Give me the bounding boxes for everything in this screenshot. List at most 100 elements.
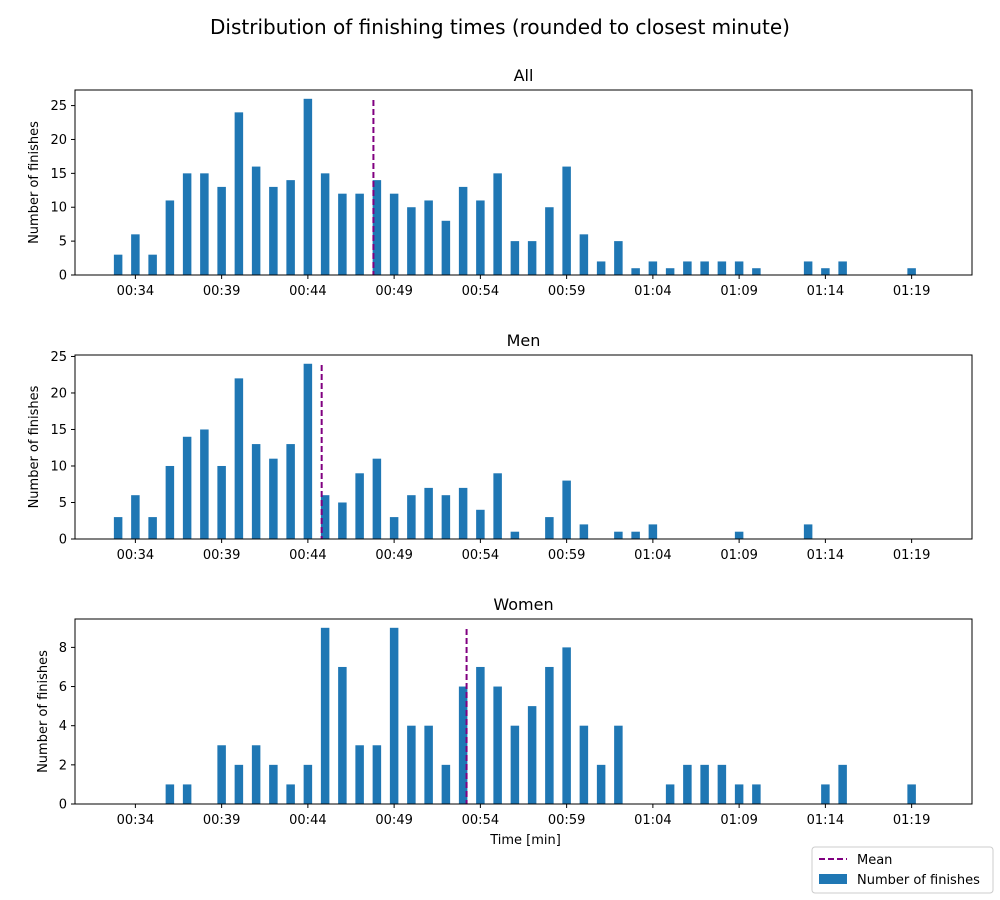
x-tick-label: 00:59: [548, 548, 585, 563]
x-tick-label: 01:19: [893, 548, 930, 563]
bar: [389, 517, 399, 539]
bar: [269, 186, 278, 275]
bar: [579, 524, 589, 539]
bar: [907, 784, 916, 804]
bar: [217, 186, 226, 275]
x-tick-label: 01:04: [634, 284, 671, 299]
bar: [510, 241, 520, 275]
bar: [407, 725, 416, 804]
y-tick-label: 15: [50, 423, 67, 438]
x-tick-label: 01:09: [720, 548, 757, 563]
bar: [562, 480, 571, 539]
bar: [251, 745, 261, 804]
legend-mean-label: Mean: [857, 853, 892, 868]
x-tick-label: 00:44: [289, 813, 326, 828]
x-tick-label: 00:54: [462, 813, 499, 828]
bar: [614, 531, 623, 539]
bar: [752, 784, 761, 804]
legend: Mean Number of finishes: [811, 846, 994, 894]
bar: [320, 627, 330, 804]
x-tick-label: 01:04: [634, 813, 671, 828]
bar: [631, 531, 640, 539]
bar: [631, 268, 640, 275]
y-tick-label: 5: [59, 235, 67, 250]
bar: [510, 725, 520, 804]
x-tick-label: 01:14: [807, 284, 844, 299]
x-tick-label: 00:49: [375, 813, 412, 828]
bar: [907, 268, 916, 275]
x-tick-label: 00:39: [203, 548, 240, 563]
bar: [458, 487, 468, 539]
bar: [683, 764, 692, 804]
bar: [562, 166, 571, 275]
y-axis-label: Number of finishes: [36, 650, 51, 773]
bar: [545, 517, 554, 539]
bar: [700, 764, 709, 804]
bar: [545, 666, 554, 804]
bar: [717, 764, 727, 804]
x-tick-label: 01:14: [807, 548, 844, 563]
x-axis-label: Time [min]: [489, 833, 561, 848]
bar: [131, 234, 140, 275]
x-tick-label: 01:19: [893, 813, 930, 828]
y-tick-label: 10: [50, 201, 67, 216]
y-tick-label: 25: [50, 99, 67, 114]
bar: [734, 261, 744, 275]
axes-frame: [74, 618, 973, 805]
bar: [803, 524, 813, 539]
bar: [424, 487, 433, 539]
bar: [303, 98, 313, 275]
bar: [131, 495, 140, 539]
bar: [389, 193, 399, 275]
bar: [734, 531, 744, 539]
x-tick-label: 00:39: [203, 284, 240, 299]
x-tick-label: 00:54: [462, 284, 499, 299]
x-tick-label: 01:19: [893, 284, 930, 299]
panel-title: Men: [507, 331, 541, 350]
y-tick-label: 0: [59, 269, 67, 284]
axes-frame: [74, 354, 973, 540]
y-tick-label: 2: [59, 758, 67, 773]
bar: [596, 261, 606, 275]
bar: [113, 517, 123, 539]
y-axis-label: Number of finishes: [27, 385, 42, 508]
bar: [251, 166, 261, 275]
bar: [458, 686, 468, 804]
bar: [407, 207, 416, 275]
bar: [355, 193, 364, 275]
x-tick-label: 00:54: [462, 548, 499, 563]
bar: [338, 666, 347, 804]
bar: [562, 647, 571, 804]
bar: [234, 764, 244, 804]
y-tick-label: 5: [59, 496, 67, 511]
bar: [579, 234, 589, 275]
bar: [700, 261, 709, 275]
bar: [113, 254, 123, 275]
x-tick-label: 01:09: [720, 284, 757, 299]
bar: [372, 458, 382, 539]
x-tick-label: 00:49: [375, 548, 412, 563]
y-tick-label: 6: [59, 680, 67, 695]
bar: [303, 764, 313, 804]
bar: [182, 784, 192, 804]
y-tick-label: 20: [50, 386, 67, 401]
bar: [476, 200, 485, 275]
x-tick-label: 00:44: [289, 548, 326, 563]
panel-title: All: [514, 66, 534, 85]
bar: [803, 261, 813, 275]
bar: [355, 473, 364, 539]
bar: [372, 745, 382, 804]
x-tick-label: 00:59: [548, 284, 585, 299]
bar: [527, 706, 537, 804]
bar: [648, 524, 658, 539]
y-axis-label: Number of finishes: [27, 121, 42, 244]
bar: [579, 725, 589, 804]
bar: [234, 112, 244, 275]
bar: [165, 465, 175, 539]
panel-men: 00:34 00:39 00:44 00:49 00:54 00:59 01:04 01:09…: [27, 331, 973, 563]
bar: [234, 378, 244, 539]
x-tick-label: 01:09: [720, 813, 757, 828]
bar: [148, 254, 157, 275]
